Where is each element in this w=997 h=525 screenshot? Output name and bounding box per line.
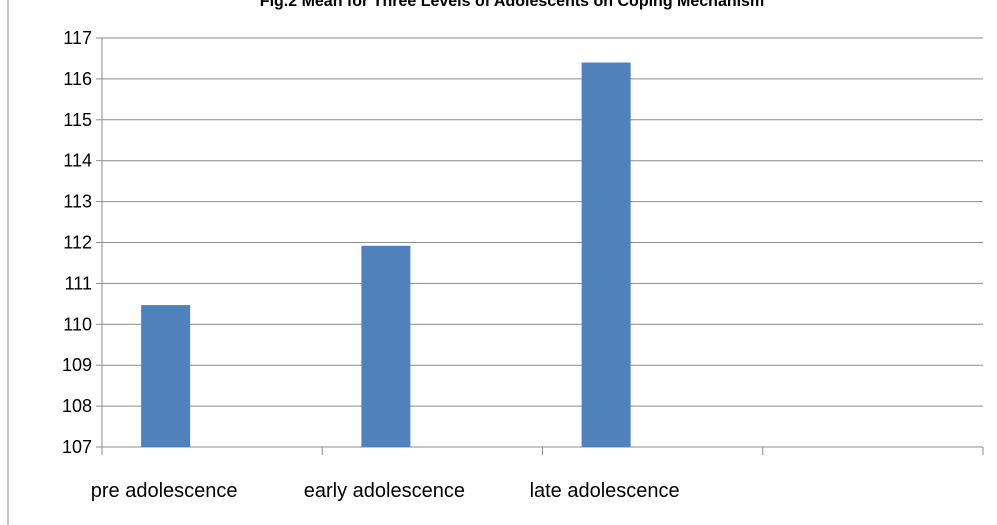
x-category-label: early adolescence xyxy=(304,480,465,502)
y-tick-label: 110 xyxy=(63,314,92,334)
bar xyxy=(581,62,631,447)
y-tick-label: 112 xyxy=(63,233,92,253)
x-category-label: late adolescence xyxy=(530,480,680,502)
y-tick-label: 114 xyxy=(63,151,92,171)
x-category-label: pre adolescence xyxy=(91,480,238,502)
x-axis-labels: pre adolescence early adolescence late ado… xyxy=(91,480,680,502)
bar xyxy=(361,245,411,447)
y-tick-label: 115 xyxy=(63,110,92,130)
y-tick-label: 109 xyxy=(62,355,92,375)
bars xyxy=(141,62,631,447)
y-tick-label: 117 xyxy=(63,28,92,48)
y-tick-label: 111 xyxy=(65,273,92,293)
y-tick-label: 108 xyxy=(62,396,92,416)
bar xyxy=(141,305,191,447)
chart-title: Fig.2 Mean for Three Levels of Adolescen… xyxy=(260,0,764,10)
y-axis-ticks: 107 108 109 110 111 112 113 114 115 116 117 xyxy=(62,28,102,457)
gridlines xyxy=(102,37,983,407)
y-tick-label: 113 xyxy=(63,192,92,212)
y-tick-label: 107 xyxy=(62,437,92,457)
y-tick-label: 116 xyxy=(63,69,92,89)
